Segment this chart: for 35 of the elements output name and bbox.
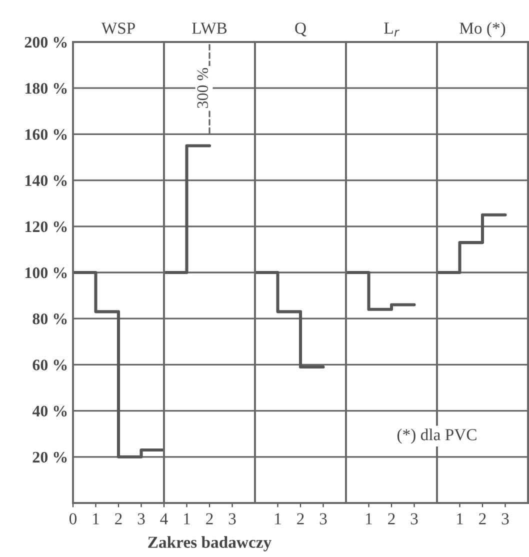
- x-tick-label: 3: [320, 513, 327, 524]
- chart-title: Mo (*): [460, 22, 506, 38]
- y-tick-label: 60 %: [32, 360, 67, 370]
- x-tick-label: 1: [366, 513, 372, 524]
- y-tick-label: 100 %: [25, 267, 67, 278]
- y-tick-label: 40 %: [32, 406, 67, 417]
- chart-title: WSP: [101, 22, 135, 34]
- y-tick-label: 200 %: [24, 36, 67, 48]
- y-tick-label: 80 %: [32, 314, 67, 324]
- x-tick-label: 1: [93, 513, 99, 524]
- annotation: 300 %: [197, 68, 208, 108]
- y-tick-label: 160 %: [25, 129, 67, 140]
- annotation: (*) dla PVC: [397, 428, 476, 444]
- x-tick-label: 3: [228, 513, 236, 524]
- x-tick-label: 2: [115, 513, 122, 524]
- x-tick-label: 4: [160, 513, 168, 524]
- x-tick-label: 1: [275, 513, 281, 524]
- x-tick-label: 3: [410, 513, 418, 524]
- chart-title: L$_{r}$: [384, 22, 400, 36]
- x-tick-label: 2: [297, 513, 304, 524]
- x-tick-label: 2: [206, 513, 213, 524]
- x-tick-label: 0: [69, 513, 77, 524]
- y-tick-label: 180 %: [25, 83, 67, 94]
- chart-title: LWB: [192, 22, 227, 34]
- x-tick-label: 1: [457, 513, 463, 524]
- x-axis-title: Zakres badawczy: [148, 536, 272, 552]
- y-tick-label: 120 %: [25, 221, 67, 232]
- y-tick-label: 140 %: [25, 175, 67, 186]
- x-tick-label: 2: [479, 513, 486, 524]
- x-tick-label: 3: [138, 513, 145, 524]
- y-tick-label: 20 %: [32, 452, 67, 463]
- x-tick-label: 2: [388, 513, 395, 524]
- x-tick-label: 3: [502, 513, 509, 524]
- chart-title: Q: [295, 22, 306, 36]
- x-tick-label: 1: [184, 513, 190, 524]
